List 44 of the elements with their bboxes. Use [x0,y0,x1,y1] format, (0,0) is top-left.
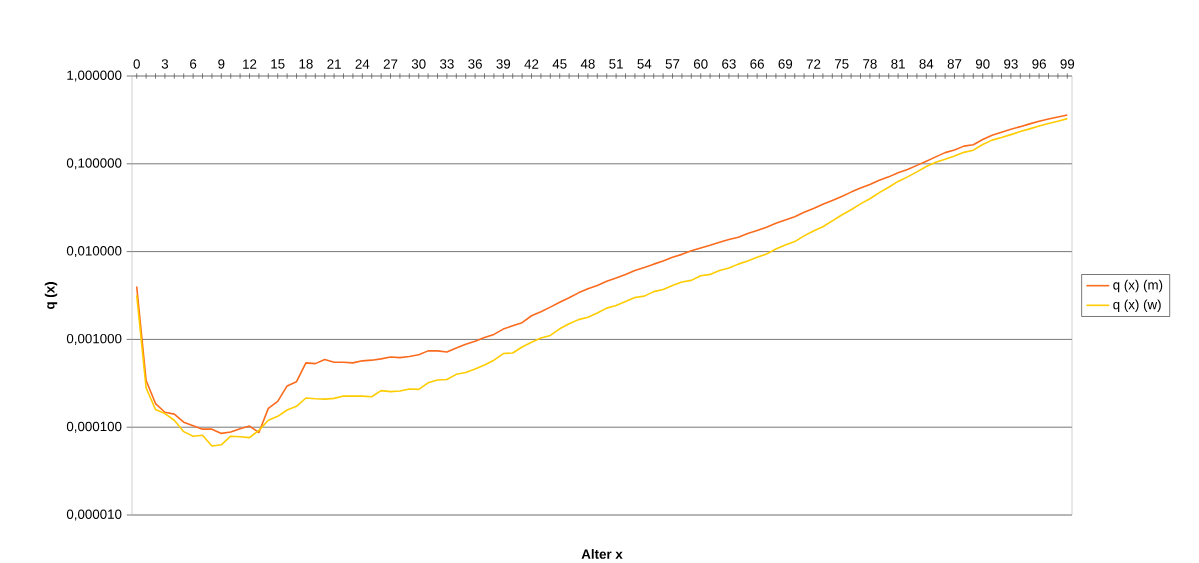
x-tick-label: 51 [609,59,623,69]
x-tick-label: 33 [439,59,454,69]
x-tick-label: 78 [863,59,877,69]
x-tick-label: 87 [947,59,962,69]
x-tick-label: 0 [133,59,140,69]
y-tick-label: 0,100000 [66,158,122,170]
x-axis-title: Alter x [581,549,623,559]
x-tick-label: 84 [919,59,934,69]
x-tick-label: 15 [271,59,285,69]
x-tick-label: 60 [693,59,708,69]
x-tick-label: 3 [161,59,169,69]
x-tick-label: 75 [834,59,849,69]
x-tick-label: 21 [327,59,341,69]
x-tick-label: 36 [468,59,482,69]
y-axis-title: q (x) [44,282,58,310]
legend-label: q (x) (m) [1113,279,1163,293]
y-tick-label: 0,010000 [66,246,122,258]
x-tick-label: 54 [637,59,652,69]
y-tick-label: 0,000010 [66,509,122,521]
x-tick-label: 63 [722,59,736,69]
x-tick-label: 48 [580,59,595,69]
x-tick-label: 72 [806,59,821,69]
x-tick-label: 18 [299,59,313,69]
x-tick-label: 24 [355,59,370,69]
x-tick-label: 81 [891,59,905,69]
y-tick-label: 1,000000 [67,70,122,82]
x-tick-label: 96 [1032,59,1046,69]
x-tick-label: 39 [496,59,511,69]
x-tick-label: 30 [411,59,426,69]
x-tick-label: 9 [218,59,225,69]
x-tick-label: 69 [778,59,793,69]
y-tick-label: 0,000100 [66,421,122,433]
x-tick-label: 45 [552,59,567,69]
x-tick-label: 12 [243,59,257,69]
x-tick-label: 27 [383,59,398,69]
y-tick-label: 0,001000 [66,333,122,345]
x-tick-label: 66 [750,59,764,69]
x-tick-label: 6 [190,59,197,69]
x-tick-label: 99 [1060,59,1075,69]
x-tick-label: 93 [1004,59,1018,69]
x-tick-label: 90 [975,59,990,69]
x-tick-label: 57 [665,59,680,69]
legend-label: q (x) (w) [1113,299,1161,312]
x-tick-label: 42 [524,59,539,69]
